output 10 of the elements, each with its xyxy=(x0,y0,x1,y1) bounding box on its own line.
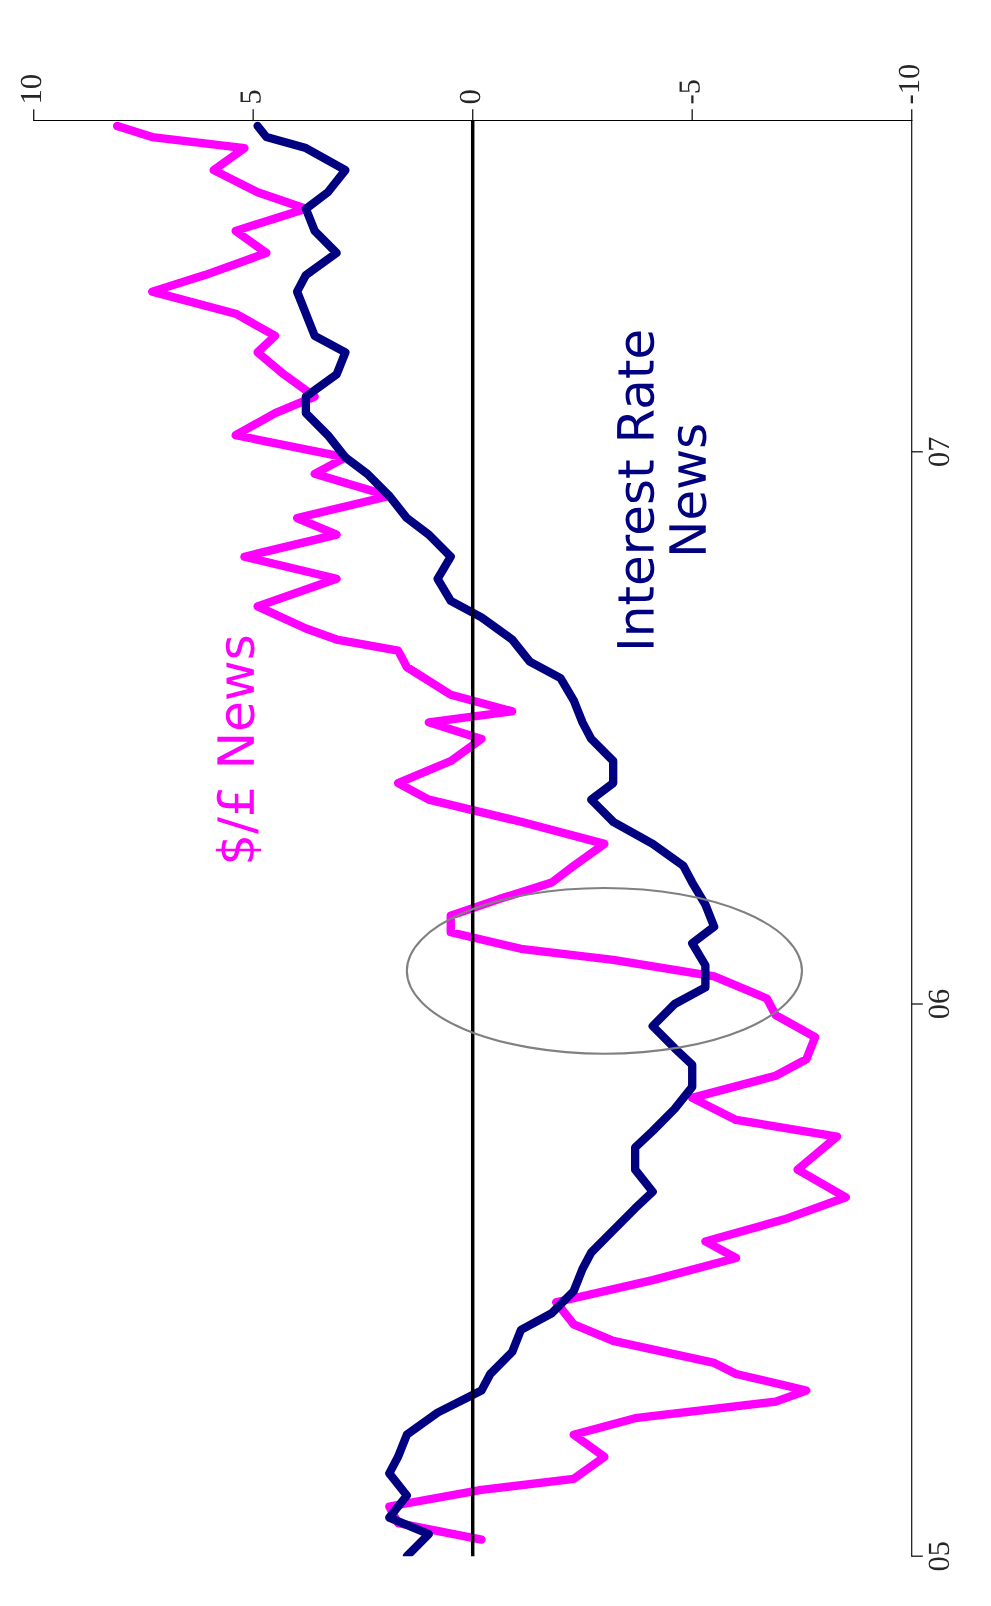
x-tick-label: 0 xyxy=(459,90,481,104)
text: Interest Rate News xyxy=(617,331,707,648)
x-tick-label: -5 xyxy=(679,80,700,104)
x-tick-label: -10 xyxy=(898,64,920,104)
x-tick-label: 10 xyxy=(20,75,42,102)
y-tick-label: 07 xyxy=(928,437,950,466)
y-tick-label: 05 xyxy=(928,1542,950,1571)
x-tick-label: 5 xyxy=(240,90,261,103)
y-tick-label: 06 xyxy=(928,989,950,1019)
text: $/£ News xyxy=(215,636,262,862)
